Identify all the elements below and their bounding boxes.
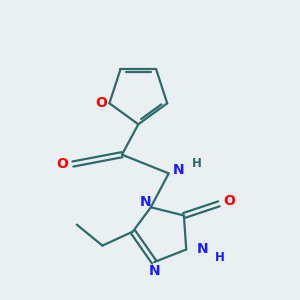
Text: N: N xyxy=(172,163,184,177)
Text: N: N xyxy=(140,195,151,209)
Text: O: O xyxy=(57,157,68,171)
Text: N: N xyxy=(196,242,208,256)
Text: H: H xyxy=(192,157,202,169)
Text: H: H xyxy=(215,251,225,264)
Text: O: O xyxy=(95,96,107,110)
Text: N: N xyxy=(148,263,160,278)
Text: O: O xyxy=(223,194,235,208)
